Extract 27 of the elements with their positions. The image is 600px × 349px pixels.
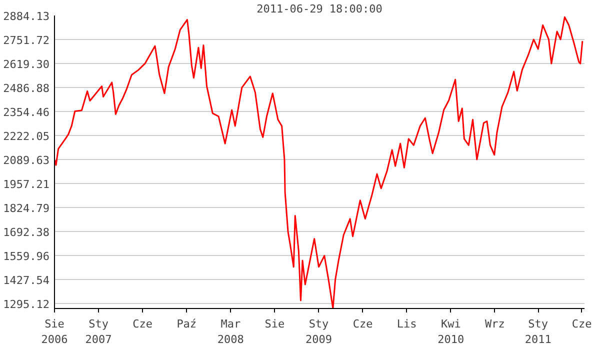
y-tick-label: 2751.72 (3, 34, 50, 48)
chart-title: 2011-06-29 18:00:00 (256, 2, 382, 16)
y-tick-label: 2354.46 (3, 106, 50, 120)
y-tick-label: 2089.63 (3, 154, 50, 168)
x-tick-label: Cze (352, 318, 373, 330)
x-tick-label: Sie 2006 (41, 318, 68, 346)
x-tick-label: Wrz (485, 318, 505, 330)
x-tick-label: Paź (176, 318, 197, 330)
x-tick-label: Sty 2007 (85, 318, 112, 346)
x-tick-label: Cze (572, 318, 592, 330)
y-tick-label: 1427.54 (3, 274, 50, 288)
y-tick-label: 1824.79 (3, 202, 50, 216)
y-tick-label: 2884.13 (3, 10, 50, 23)
x-tick-label: Sty 2009 (306, 318, 332, 346)
x-tick-label: Lis (396, 318, 417, 330)
x-tick-label: Mar 2008 (217, 318, 244, 346)
x-tick-label: Sie (264, 318, 285, 330)
x-tick-label: Cze (132, 318, 153, 330)
y-tick-label: 1295.12 (3, 298, 50, 312)
y-tick-label: 2486.88 (3, 82, 50, 96)
x-tick-label: Kwi 2010 (438, 318, 464, 346)
y-tick-label: 2619.30 (3, 58, 50, 72)
y-tick-label: 2222.05 (3, 130, 50, 144)
x-tick-label: Sty 2011 (524, 318, 552, 346)
y-tick-label: 1559.96 (3, 250, 50, 264)
y-tick-label: 1957.21 (3, 178, 50, 192)
y-tick-label: 1692.38 (3, 226, 50, 240)
